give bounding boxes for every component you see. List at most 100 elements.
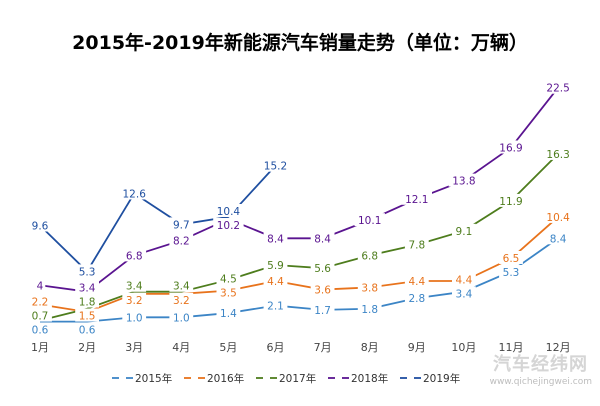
- x-tick-label: 2月: [78, 341, 96, 354]
- data-label: 3.4: [456, 288, 473, 300]
- data-label-bg: [452, 286, 476, 300]
- data-label: 4.4: [408, 276, 425, 288]
- data-label: 12.6: [123, 188, 147, 200]
- data-label: 10.1: [358, 215, 381, 227]
- data-label-bg: [357, 280, 382, 294]
- data-label-bg: [310, 282, 335, 296]
- data-label-bg: [357, 301, 382, 315]
- data-label: 1.0: [126, 312, 143, 324]
- data-label-bg: [542, 209, 574, 223]
- data-label: 5.3: [79, 266, 96, 278]
- data-label: 3.4: [79, 282, 96, 294]
- data-label: 2.8: [408, 293, 425, 305]
- data-label: 0.6: [32, 325, 49, 337]
- data-label-bg: [499, 264, 523, 278]
- data-label-bg: [75, 322, 99, 336]
- data-label-bg: [263, 231, 288, 245]
- data-label: 1.7: [314, 305, 331, 317]
- legend-label: 2018年: [351, 372, 388, 385]
- data-label: 4: [37, 280, 44, 292]
- x-tick-label: 11月: [499, 341, 524, 354]
- data-label-bg: [401, 191, 432, 205]
- data-label: 10.4: [546, 212, 570, 224]
- watermark-logo: 汽车经纬网: [493, 354, 588, 375]
- data-label: 3.2: [126, 295, 143, 307]
- data-label: 16.9: [499, 143, 522, 155]
- data-label: 1.8: [361, 304, 378, 316]
- data-label: 7.8: [408, 240, 425, 252]
- data-label: 10.2: [217, 220, 240, 232]
- data-label: 9.1: [456, 226, 473, 238]
- series-line-2018年: [39, 87, 559, 293]
- data-label-bg: [28, 322, 52, 336]
- legend-label: 2015年: [135, 372, 172, 385]
- data-label: 8.4: [550, 233, 567, 245]
- data-label-bg: [357, 248, 382, 262]
- data-label-bg: [542, 80, 574, 94]
- data-label-bg: [122, 292, 147, 306]
- x-tick-label: 1月: [31, 341, 49, 354]
- data-label-bg: [216, 271, 241, 285]
- data-label-bg: [495, 193, 527, 207]
- data-label: 3.5: [220, 287, 237, 299]
- x-tick-label: 10月: [451, 341, 476, 354]
- data-label: 22.5: [546, 83, 569, 95]
- data-label-bg: [34, 278, 46, 292]
- data-label-bg: [213, 203, 244, 217]
- data-label-bg: [75, 308, 99, 322]
- data-label: 2.1: [267, 301, 284, 313]
- data-label-bg: [310, 231, 335, 245]
- data-label-bg: [75, 280, 99, 294]
- data-label-bg: [452, 272, 476, 286]
- data-label: 1.4: [220, 308, 237, 320]
- x-tick-label: 12月: [546, 341, 571, 354]
- legend-label: 2019年: [423, 372, 460, 385]
- data-label: 1.0: [173, 312, 190, 324]
- data-label: 4.5: [220, 273, 237, 285]
- series-line-2017年: [39, 153, 559, 322]
- data-label-bg: [310, 261, 335, 275]
- x-tick-label: 9月: [408, 341, 426, 354]
- data-label-bg: [119, 186, 150, 200]
- data-label: 1.8: [79, 296, 96, 308]
- data-label: 16.3: [546, 149, 569, 161]
- data-label: 8.4: [267, 233, 284, 245]
- data-label: 6.5: [503, 253, 520, 265]
- data-label-bg: [75, 264, 99, 278]
- data-label-bg: [213, 218, 244, 232]
- data-label-bg: [354, 213, 385, 227]
- data-label-bg: [28, 218, 52, 232]
- data-label: 3.8: [361, 282, 378, 294]
- data-label: 8.2: [173, 235, 190, 247]
- data-label: 6.8: [126, 250, 143, 262]
- series-line-2015年: [40, 237, 559, 323]
- data-label: 1.5: [79, 311, 96, 323]
- data-label-bg: [263, 274, 288, 288]
- data-label-bg: [263, 298, 288, 312]
- data-label-bg: [169, 233, 194, 247]
- data-label: 0.6: [79, 325, 96, 337]
- data-label: 5.6: [314, 263, 331, 275]
- data-label: 8.4: [314, 233, 331, 245]
- data-label-bg: [122, 278, 147, 292]
- data-label-bg: [216, 285, 241, 299]
- data-label: 3.4: [126, 281, 143, 293]
- data-label: 11.9: [499, 196, 522, 208]
- data-label-bg: [404, 291, 429, 305]
- data-label-bg: [75, 294, 99, 308]
- data-label: 6.8: [361, 250, 378, 262]
- data-label: 9.7: [173, 219, 190, 231]
- x-tick-label: 3月: [125, 341, 143, 354]
- data-label-bg: [28, 294, 52, 308]
- chart-title: 2015年-2019年新能源汽车销量走势（单位：万辆）: [72, 32, 528, 54]
- data-label-bg: [263, 257, 288, 271]
- data-label-bg: [495, 140, 527, 154]
- data-label: 2.2: [32, 297, 49, 309]
- data-label-bg: [404, 274, 429, 288]
- data-label: 15.2: [264, 161, 287, 173]
- data-label: 0.7: [32, 311, 49, 323]
- data-label: 12.1: [405, 194, 428, 206]
- data-label: 3.2: [173, 295, 190, 307]
